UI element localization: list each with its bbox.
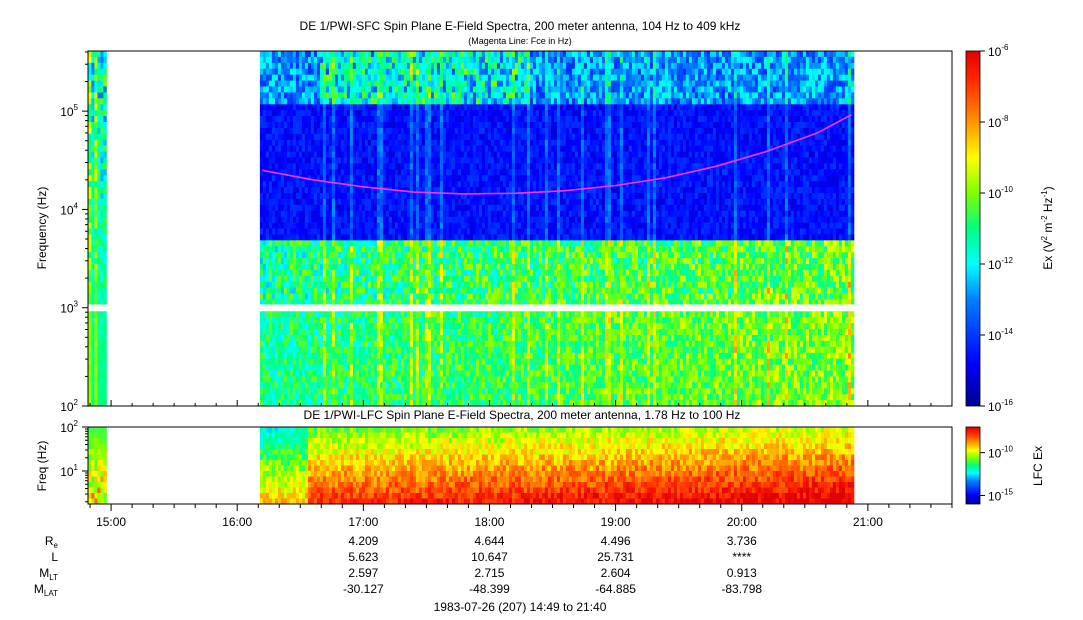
sfc-colorbar-tick-label: 10-8 (988, 114, 1009, 130)
sfc-spectrogram-data (88, 51, 952, 406)
sfc-y-axis-label: Frequency (Hz) (35, 187, 49, 270)
lfc-colorbar-tick-label: 10-10 (988, 445, 1013, 461)
lfc-colorbar-label: LFC Ex (1031, 446, 1045, 486)
lfc-panel: 102 101 Freq (Hz) (35, 419, 953, 505)
sfc-plot-frame (87, 50, 953, 407)
lfc-y-tick-label: 101 (60, 463, 78, 479)
date-range-label: 1983-07-26 (207) 14:49 to 21:40 (434, 600, 607, 614)
time-tick-label: 21:00 (853, 515, 883, 529)
ephemeris-value: 10.647 (471, 550, 508, 564)
sfc-title: DE 1/PWI-SFC Spin Plane E-Field Spectra,… (300, 19, 741, 33)
sfc-colorbar-tick-label: 10-16 (988, 398, 1013, 414)
sfc-y-tick-label: 103 (60, 300, 78, 316)
ephemeris-value: 25.731 (597, 550, 634, 564)
lfc-y-axis: 102 101 (60, 419, 88, 503)
lfc-colorbar-bar (965, 426, 981, 505)
ephemeris-value: 4.209 (348, 534, 378, 548)
lfc-spectrogram-data (88, 427, 855, 504)
ephemeris-value: -64.885 (595, 582, 636, 596)
sfc-colorbar-tick-label: 10-12 (988, 256, 1013, 272)
ephemeris-value: -48.399 (469, 582, 510, 596)
lfc-y-axis-label: Freq (Hz) (35, 441, 49, 492)
ephemeris-value: 2.604 (601, 566, 631, 580)
ephemeris-value: 4.644 (474, 534, 504, 548)
sfc-colorbar-bar (965, 50, 981, 407)
ephemeris-value: 2.597 (348, 566, 378, 580)
sfc-colorbar-tick-label: 10-14 (988, 327, 1013, 343)
lfc-y-tick-label: 102 (60, 419, 78, 435)
lfc-title: DE 1/PWI-LFC Spin Plane E-Field Spectra,… (304, 408, 741, 422)
ephemeris-value: **** (732, 550, 751, 564)
time-tick-label: 16:00 (222, 515, 252, 529)
sfc-colorbar-ticks: 10-6 10-8 10-10 10-12 10-14 10-16 (980, 43, 1013, 414)
ephemeris-value: -30.127 (343, 582, 384, 596)
time-tick-label: 17:00 (348, 515, 378, 529)
ephemeris-row-label: MLT (39, 566, 58, 582)
ephemeris-value: 3.736 (727, 534, 757, 548)
ephemeris-value: 4.496 (601, 534, 631, 548)
ephemeris-row-label: MLAT (34, 582, 58, 598)
time-tick-label: 20:00 (727, 515, 757, 529)
sfc-y-tick-label: 105 (60, 103, 78, 119)
time-tick-label: 18:00 (474, 515, 504, 529)
sfc-colorbar-tick-label: 10-6 (988, 43, 1009, 59)
sfc-subtitle: (Magenta Line: Fce in Hz) (468, 36, 572, 46)
ephemeris-table: Re 4.209 4.644 4.496 3.736 L 5.623 10.647 25.731… (34, 534, 762, 598)
time-axis: 15:00 16:00 17:00 18:00 19:00 20:00 21:00 (89, 400, 953, 529)
sfc-y-tick-label: 104 (60, 201, 78, 217)
ephemeris-value: -83.798 (721, 582, 762, 596)
time-tick-label: 15:00 (96, 515, 126, 529)
sfc-colorbar-tick-label: 10-10 (988, 185, 1013, 201)
ephemeris-row-label: L (51, 550, 58, 564)
ephemeris-value: 5.623 (348, 550, 378, 564)
ephemeris-value: 0.913 (727, 566, 757, 580)
lfc-colorbar-tick-label: 10-15 (988, 487, 1013, 503)
sfc-y-axis: 102 103 104 105 (60, 51, 88, 414)
fce-magenta-line (262, 113, 852, 195)
sfc-colorbar: 10-6 10-8 10-10 10-12 10-14 10-16 Ex (V2 m-2 … (965, 43, 1055, 414)
lfc-plot-frame (87, 426, 953, 505)
ephemeris-value: 2.715 (474, 566, 504, 580)
lfc-colorbar: 10-10 10-15 LFC Ex (965, 426, 1045, 505)
lfc-colorbar-ticks: 10-10 10-15 (980, 445, 1013, 503)
sfc-panel: 102 103 104 105 Frequency (Hz) (35, 50, 953, 414)
ephemeris-row-label: Re (45, 534, 59, 550)
sfc-y-tick-label: 102 (60, 398, 78, 414)
time-tick-label: 19:00 (601, 515, 631, 529)
sfc-colorbar-label: Ex (V2 m-2 Hz-1) (1040, 186, 1055, 269)
